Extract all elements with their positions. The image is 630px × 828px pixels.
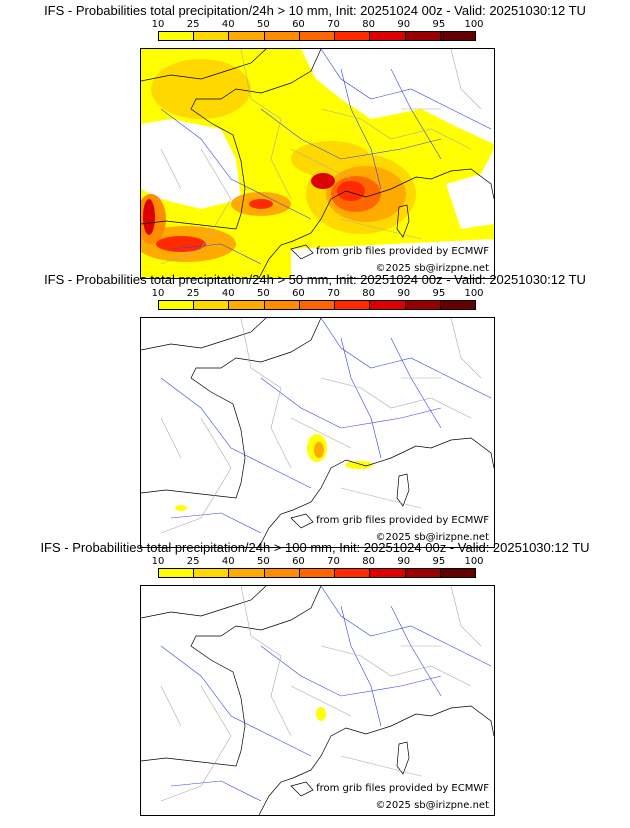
colorbar-segment (159, 32, 195, 40)
colorbar-tick-label: 50 (256, 19, 270, 30)
credit-source: from grib files provided by ECMWF (316, 246, 489, 257)
panel-title: IFS - Probabilities total precipitation/… (44, 3, 586, 18)
panel-10mm: IFS - Probabilities total precipitation/… (0, 4, 630, 280)
colorbar-segment (229, 301, 265, 309)
colorbar-segment (440, 301, 475, 309)
colorbar-segment (440, 569, 475, 577)
colorbar-tick-label: 80 (362, 288, 376, 299)
precipitation-probability-field (175, 434, 373, 511)
colorbar-segment (405, 301, 441, 309)
colorbar-segment (264, 569, 300, 577)
colorbar-tick-label: 95 (432, 556, 446, 567)
colorbar-tick-label: 10 (151, 19, 165, 30)
colorbar-segment (229, 569, 265, 577)
colorbar-tick-label: 95 (432, 288, 446, 299)
colorbar-segment (194, 301, 230, 309)
colorbar-tick-label: 90 (397, 556, 411, 567)
geography-lines (141, 49, 494, 278)
colorbar-segment (370, 301, 406, 309)
panel-100mm: IFS - Probabilities total precipitation/… (0, 541, 630, 817)
colorbar-tick-label: 25 (186, 556, 200, 567)
colorbar-segment (264, 32, 300, 40)
colorbar-ticks: 10 25 40 50 60 70 80 90 95 100 (152, 19, 484, 30)
colorbar-segment (335, 32, 371, 40)
colorbar-tick-label: 70 (327, 556, 340, 567)
geography-lines (141, 586, 494, 815)
colorbar-segment (405, 32, 441, 40)
panel-title: IFS - Probabilities total precipitation/… (44, 272, 586, 287)
probability-map: from grib files provided by ECMWF ©2025 … (140, 48, 495, 279)
colorbar-tick-label: 60 (292, 556, 305, 567)
colorbar-segment (194, 32, 230, 40)
map-canvas (141, 49, 494, 278)
colorbar-segment (405, 569, 441, 577)
credit-source: from grib files provided by ECMWF (316, 515, 489, 526)
credit-source: from grib files provided by ECMWF (316, 783, 489, 794)
colorbar-segment (194, 569, 230, 577)
credit-copyright: ©2025 sb@irizpne.net (375, 800, 489, 811)
panel-title: IFS - Probabilities total precipitation/… (40, 540, 590, 555)
colorbar-tick-label: 40 (221, 556, 235, 567)
probability-map: from grib files provided by ECMWF ©2025 … (140, 585, 495, 816)
colorbar-tick-label: 40 (221, 19, 235, 30)
map-canvas (141, 318, 494, 547)
colorbar-segment (370, 32, 406, 40)
colorbar (158, 300, 476, 310)
colorbar-segment (299, 569, 336, 577)
colorbar-segment (335, 301, 371, 309)
colorbar-tick-label: 50 (256, 556, 270, 567)
colorbar-segment (299, 301, 336, 309)
colorbar-ticks: 10 25 40 50 60 70 80 90 95 100 (152, 288, 484, 299)
colorbar-ticks: 10 25 40 50 60 70 80 90 95 100 (152, 556, 484, 567)
colorbar-tick-label: 100 (464, 288, 484, 299)
colorbar-tick-label: 95 (432, 19, 446, 30)
colorbar-segment (335, 569, 371, 577)
colorbar-tick-label: 10 (151, 556, 165, 567)
colorbar-tick-label: 70 (327, 288, 340, 299)
colorbar-tick-label: 90 (397, 19, 411, 30)
colorbar-segment (370, 569, 406, 577)
colorbar-tick-label: 60 (292, 288, 305, 299)
colorbar-segment (264, 301, 300, 309)
colorbar-tick-label: 40 (221, 288, 235, 299)
panel-50mm: IFS - Probabilities total precipitation/… (0, 273, 630, 549)
probability-map: from grib files provided by ECMWF ©2025 … (140, 317, 495, 548)
colorbar-tick-label: 70 (327, 19, 340, 30)
colorbar (158, 568, 476, 578)
colorbar-tick-label: 10 (151, 288, 165, 299)
colorbar-tick-label: 80 (362, 556, 376, 567)
colorbar-tick-label: 25 (186, 19, 200, 30)
colorbar-segment (299, 32, 336, 40)
colorbar-segment (159, 301, 195, 309)
map-canvas (141, 586, 494, 815)
colorbar-tick-label: 60 (292, 19, 305, 30)
credit-copyright: ©2025 sb@irizpne.net (375, 263, 489, 274)
colorbar-tick-label: 100 (464, 556, 484, 567)
colorbar-tick-label: 90 (397, 288, 411, 299)
colorbar-tick-label: 25 (186, 288, 200, 299)
colorbar-segment (440, 32, 475, 40)
colorbar (158, 31, 476, 41)
colorbar-tick-label: 80 (362, 19, 376, 30)
credit-copyright: ©2025 sb@irizpne.net (375, 532, 489, 543)
colorbar-segment (229, 32, 265, 40)
colorbar-tick-label: 100 (464, 19, 484, 30)
colorbar-tick-label: 50 (256, 288, 270, 299)
precipitation-probability-field (316, 707, 326, 721)
colorbar-segment (159, 569, 195, 577)
precipitation-probability-field (141, 49, 494, 278)
geography-lines (141, 318, 494, 547)
